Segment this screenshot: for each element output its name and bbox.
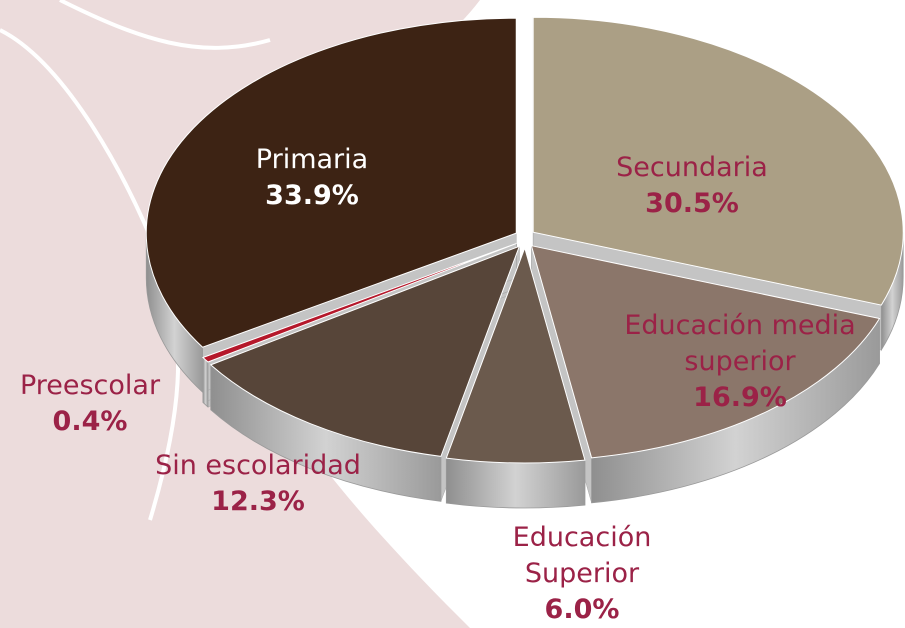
pie-slice [530,245,881,459]
value-label: 16.9% [693,382,787,413]
background-shape [0,0,480,628]
category-label: Secundaria [616,152,768,183]
slice-label: Secundaria 30.5% [562,150,822,222]
slice-label: Primaria 33.9% [192,142,432,214]
category-label: Sin escolaridad [155,450,361,481]
background-shape [59,0,271,50]
slice-label: Educación Superior 6.0% [487,520,677,628]
pie-slice [445,246,586,464]
value-label: 0.4% [52,406,128,437]
pie-slice [202,242,517,363]
value-label: 6.0% [544,594,620,625]
value-label: 12.3% [211,486,305,517]
slice-side [445,457,586,509]
slice-label: Educación media superior 16.9% [610,308,870,416]
category-label: Educación media superior [624,310,856,377]
slice-label: Sin escolaridad 12.3% [108,448,408,520]
pie-slice [532,16,904,306]
category-label: Primaria [255,144,369,175]
slice-side [202,356,209,408]
pie-slice [145,17,517,348]
slice-label: Preescolar 0.4% [0,368,190,440]
value-label: 30.5% [645,188,739,219]
category-label: Preescolar [19,370,161,401]
pie-slice [209,245,521,457]
category-label: Educación Superior [512,522,652,589]
value-label: 33.9% [265,180,359,211]
